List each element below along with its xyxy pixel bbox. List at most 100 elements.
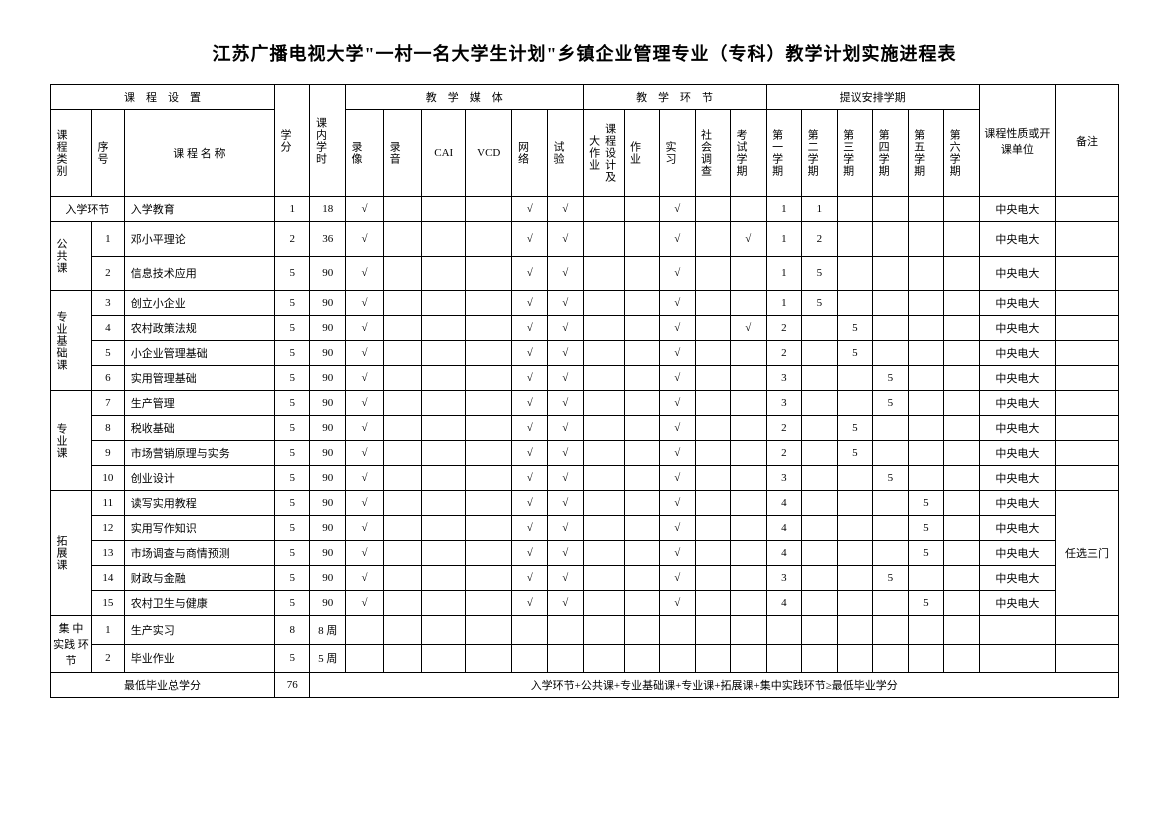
table-cell bbox=[345, 616, 383, 645]
table-cell: √ bbox=[512, 256, 548, 291]
table-cell: 5 bbox=[274, 341, 310, 366]
table-cell bbox=[660, 644, 696, 673]
table-cell bbox=[1056, 391, 1119, 416]
table-cell: 5 bbox=[802, 256, 838, 291]
table-cell: 5 bbox=[274, 256, 310, 291]
hdr-exp: 试验 bbox=[547, 110, 583, 197]
table-cell bbox=[731, 416, 767, 441]
table-cell bbox=[547, 644, 583, 673]
table-row: 4农村政策法规590√√√√√25中央电大 bbox=[51, 316, 1119, 341]
hdr-nature: 课程性质或开课单位 bbox=[979, 85, 1055, 197]
table-cell: √ bbox=[547, 366, 583, 391]
table-cell bbox=[837, 644, 873, 673]
table-cell: √ bbox=[547, 197, 583, 222]
table-cell bbox=[422, 541, 466, 566]
table-cell bbox=[873, 441, 909, 466]
table-cell: 中央电大 bbox=[979, 291, 1055, 316]
table-cell bbox=[466, 644, 512, 673]
table-cell bbox=[837, 291, 873, 316]
table-cell bbox=[583, 541, 624, 566]
hdr-sem1: 第一学期 bbox=[766, 110, 802, 197]
footer-label: 最低毕业总学分 bbox=[51, 673, 275, 698]
table-cell: 5 bbox=[274, 291, 310, 316]
table-cell bbox=[624, 256, 660, 291]
table-cell: √ bbox=[547, 341, 583, 366]
hdr-vcd: VCD bbox=[466, 110, 512, 197]
table-cell bbox=[695, 256, 731, 291]
table-cell bbox=[979, 616, 1055, 645]
hdr-sem4: 第四学期 bbox=[873, 110, 909, 197]
table-cell bbox=[908, 566, 944, 591]
table-row: 13市场调查与商情预测590√√√√45中央电大 bbox=[51, 541, 1119, 566]
table-cell: √ bbox=[547, 591, 583, 616]
table-row: 专业基础课3创立小企业590√√√√15中央电大 bbox=[51, 291, 1119, 316]
table-cell bbox=[512, 616, 548, 645]
table-cell bbox=[384, 566, 422, 591]
table-cell: 4 bbox=[766, 491, 802, 516]
table-cell: √ bbox=[345, 222, 383, 257]
table-cell: 中央电大 bbox=[979, 466, 1055, 491]
table-cell bbox=[384, 256, 422, 291]
table-cell bbox=[422, 416, 466, 441]
table-cell bbox=[731, 441, 767, 466]
table-cell: √ bbox=[660, 541, 696, 566]
table-cell bbox=[802, 541, 838, 566]
table-cell bbox=[802, 416, 838, 441]
table-cell bbox=[466, 516, 512, 541]
table-cell bbox=[384, 341, 422, 366]
table-cell bbox=[1056, 256, 1119, 291]
table-cell bbox=[466, 491, 512, 516]
hdr-category: 课程类别 bbox=[51, 110, 92, 197]
table-row: 集 中 实践 环节1生产实习88 周 bbox=[51, 616, 1119, 645]
table-cell bbox=[802, 516, 838, 541]
table-cell bbox=[802, 441, 838, 466]
table-cell bbox=[944, 541, 980, 566]
table-cell bbox=[624, 541, 660, 566]
table-cell: 90 bbox=[310, 591, 346, 616]
table-cell bbox=[1056, 366, 1119, 391]
table-cell bbox=[944, 566, 980, 591]
table-cell: 1 bbox=[766, 256, 802, 291]
table-cell bbox=[1056, 291, 1119, 316]
table-cell bbox=[944, 316, 980, 341]
table-cell bbox=[837, 466, 873, 491]
table-cell bbox=[944, 644, 980, 673]
table-cell: √ bbox=[547, 416, 583, 441]
table-cell: 中央电大 bbox=[979, 366, 1055, 391]
hdr-design: 课程设计及大作业 bbox=[583, 110, 624, 197]
table-cell bbox=[944, 616, 980, 645]
table-cell: √ bbox=[512, 197, 548, 222]
table-cell: √ bbox=[512, 222, 548, 257]
table-cell: 1 bbox=[802, 197, 838, 222]
table-cell: 5 bbox=[274, 566, 310, 591]
table-cell: 2 bbox=[766, 341, 802, 366]
table-cell bbox=[837, 222, 873, 257]
table-cell bbox=[624, 341, 660, 366]
hdr-course-name: 课 程 名 称 bbox=[124, 110, 274, 197]
table-cell bbox=[583, 516, 624, 541]
table-cell: √ bbox=[512, 516, 548, 541]
table-cell bbox=[624, 366, 660, 391]
table-cell: √ bbox=[731, 316, 767, 341]
table-cell bbox=[466, 391, 512, 416]
table-cell: 90 bbox=[310, 341, 346, 366]
table-cell bbox=[384, 291, 422, 316]
table-cell bbox=[979, 644, 1055, 673]
table-cell: 中央电大 bbox=[979, 222, 1055, 257]
table-cell: √ bbox=[345, 391, 383, 416]
table-cell bbox=[624, 197, 660, 222]
table-cell: 邓小平理论 bbox=[124, 222, 274, 257]
hdr-survey: 社会调查 bbox=[695, 110, 731, 197]
table-cell: 中央电大 bbox=[979, 416, 1055, 441]
table-cell: √ bbox=[660, 316, 696, 341]
table-cell bbox=[731, 466, 767, 491]
table-cell bbox=[695, 466, 731, 491]
table-cell: 5 bbox=[274, 591, 310, 616]
hdr-practice: 实习 bbox=[660, 110, 696, 197]
category-entry: 入学环节 bbox=[51, 197, 125, 222]
category-public: 公共课 bbox=[51, 222, 92, 291]
table-cell bbox=[624, 466, 660, 491]
hdr-hours: 课内学时 bbox=[310, 85, 346, 197]
table-cell bbox=[466, 616, 512, 645]
table-cell bbox=[731, 644, 767, 673]
